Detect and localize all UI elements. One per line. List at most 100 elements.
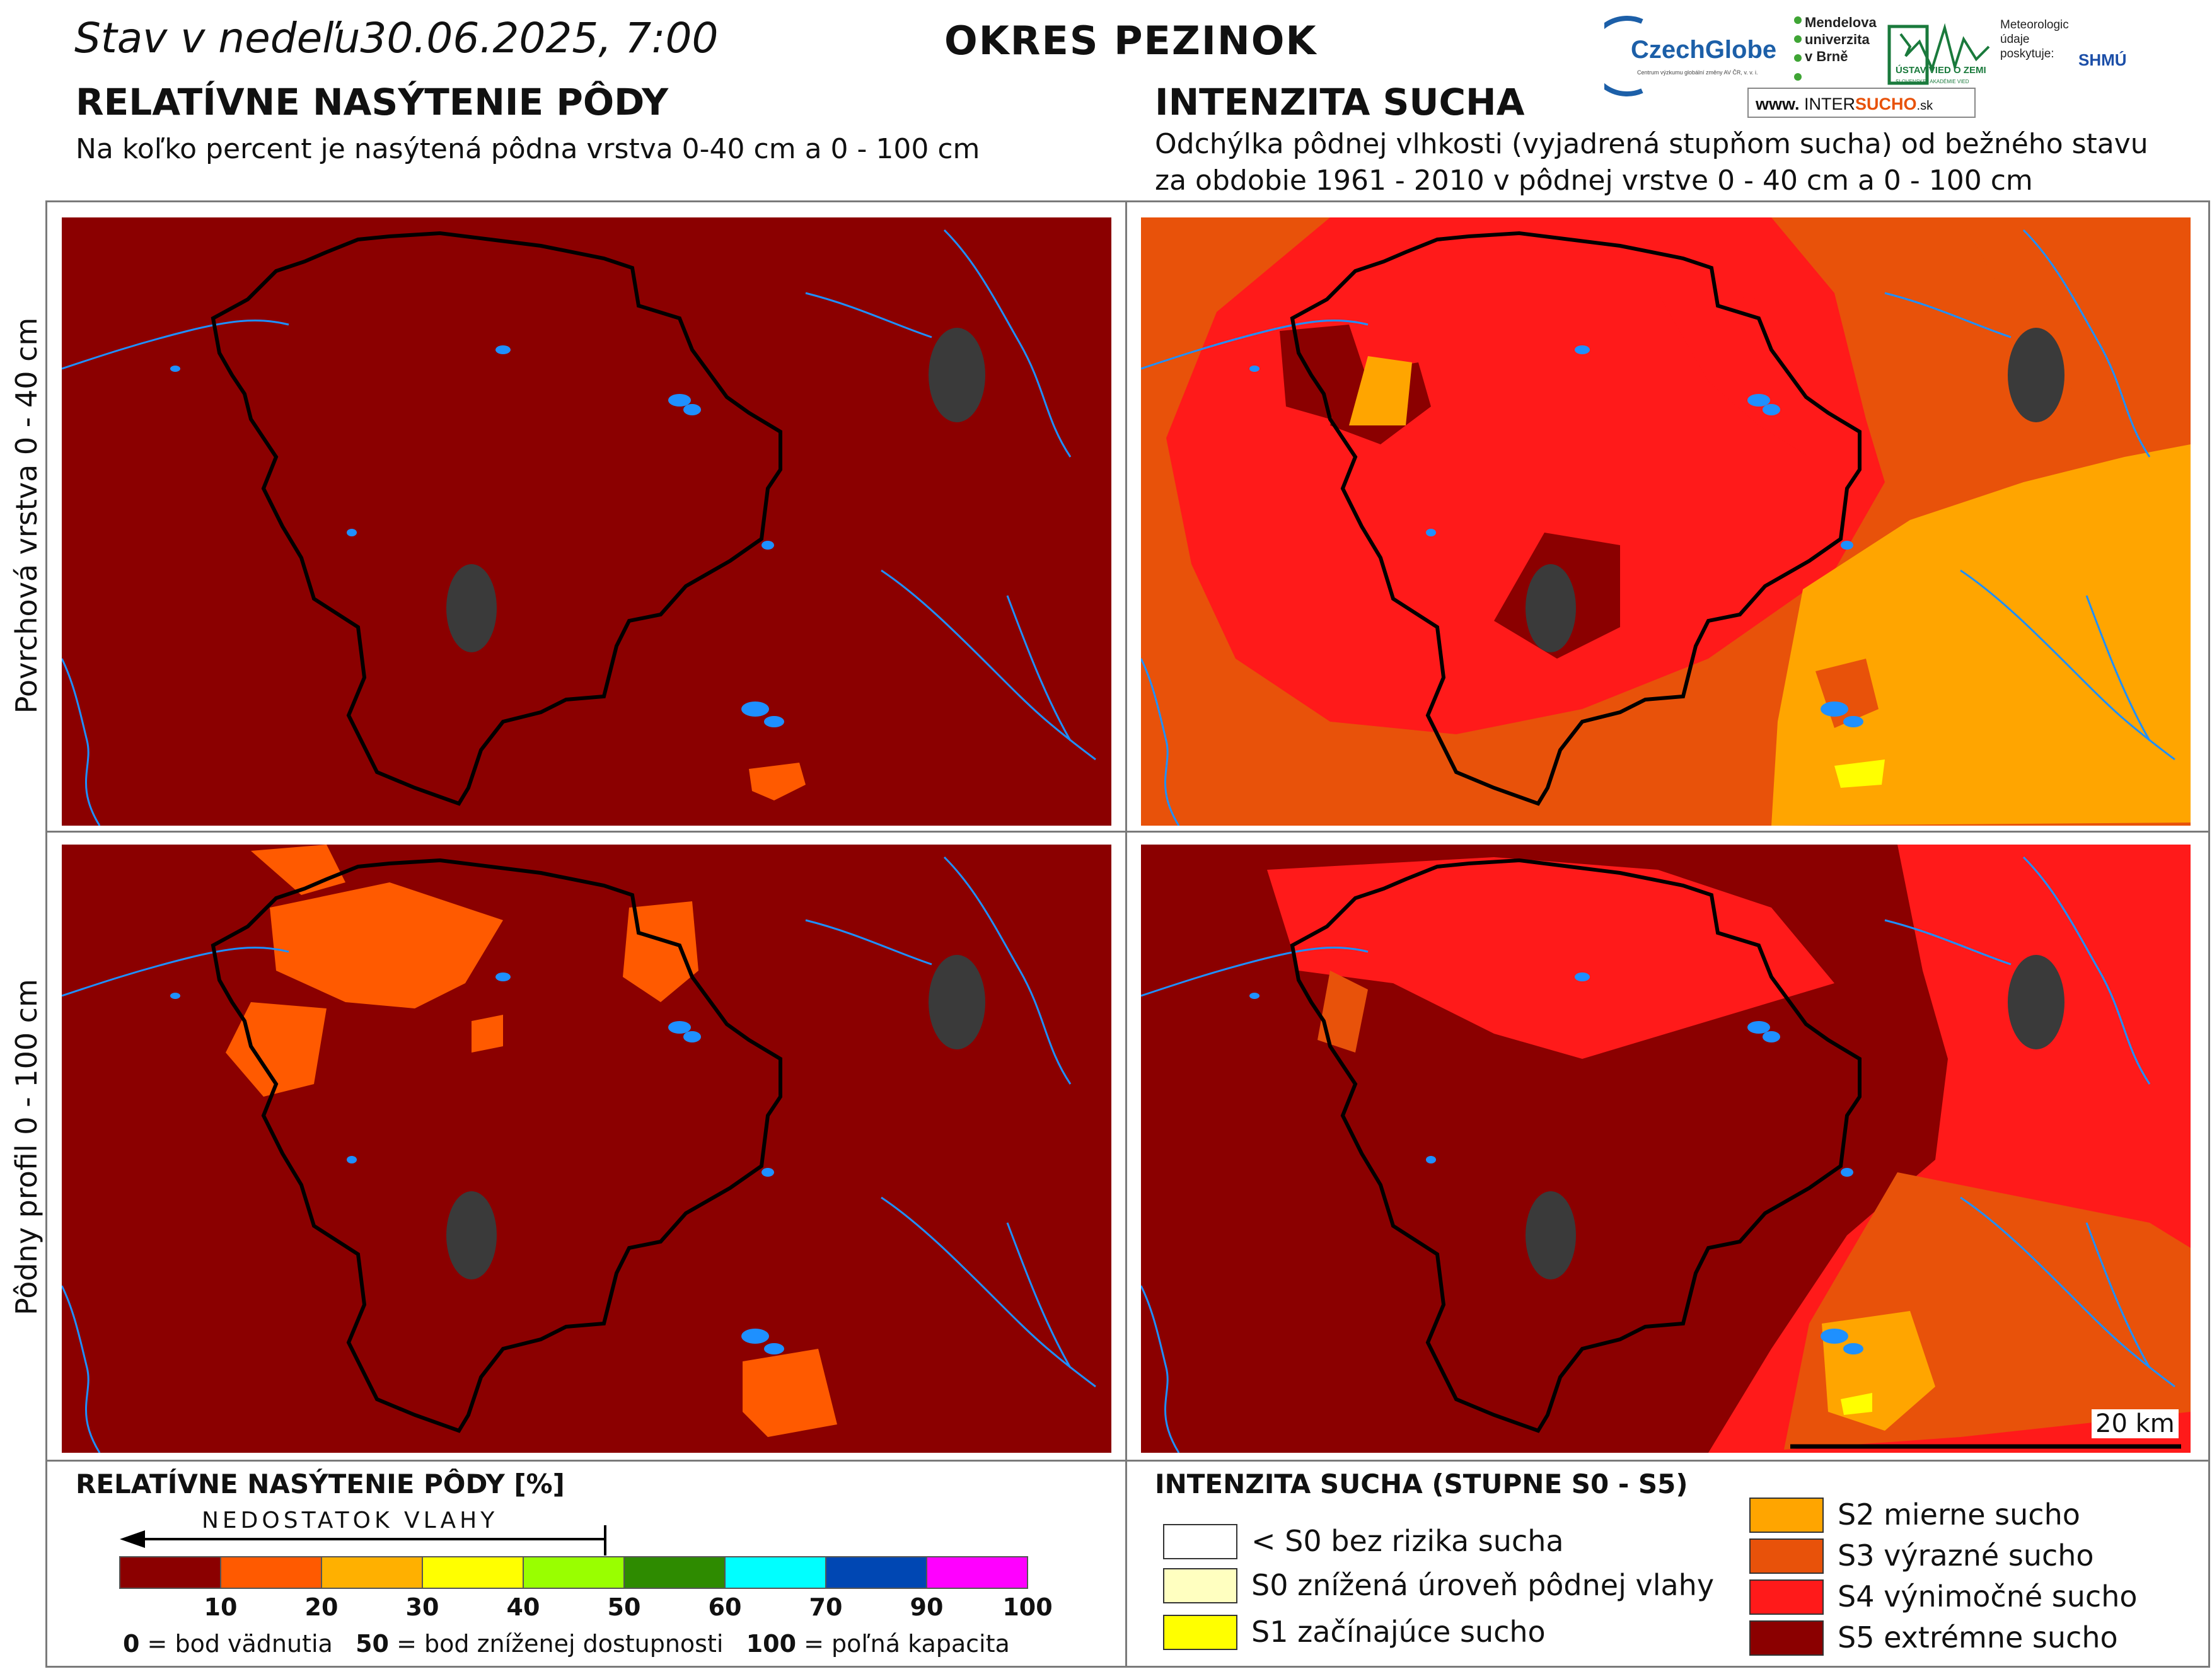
district-title: OKRES PEZINOK (944, 18, 1317, 64)
legend-tick-10: 10 (204, 1593, 238, 1621)
drought-class-area (1280, 325, 1368, 419)
lake (761, 1168, 774, 1177)
czechglobe-logo-sub: Centrum výzkumu globální změny AV ČR, v.… (1637, 69, 1758, 76)
drought-class-area (1771, 444, 2191, 826)
date-prefix: Stav v nedeľu (74, 14, 361, 62)
lake (1843, 716, 1863, 727)
legend-bin-10-20 (220, 1556, 322, 1589)
lake (741, 1329, 769, 1344)
river-line (62, 1285, 101, 1453)
map-drought-topsoil[interactable] (1141, 217, 2191, 826)
lake (668, 394, 691, 407)
note-50-key: 50 (356, 1630, 389, 1658)
lake (1821, 701, 1848, 717)
river-line (1006, 1222, 1072, 1368)
lake (1763, 1031, 1780, 1042)
note-50-text: = bod zníženej dostupnosti (397, 1630, 724, 1658)
legend-label-s2: S2 mierne sucho (1838, 1498, 2080, 1532)
district-boundary (1290, 231, 1862, 806)
district-boundary (211, 231, 782, 806)
river-line (881, 1196, 1096, 1388)
lake (170, 366, 180, 372)
right-section-title: INTENZITA SUCHA (1155, 81, 1525, 124)
legend-tick-40: 40 (506, 1593, 540, 1621)
drought-class-area (1841, 1393, 1872, 1415)
legend-swatch-s0 (1163, 1568, 1237, 1603)
river-line (62, 658, 101, 826)
legend-tick-20: 20 (304, 1593, 339, 1621)
map-saturation-profile[interactable] (62, 845, 1111, 1453)
logos-graphic: CzechGlobe Centrum výzkumu globální změn… (1587, 14, 2127, 118)
scale-bar-label: 20 km (2092, 1409, 2179, 1438)
legend-tick-90: 90 (910, 1593, 944, 1621)
legend-bin-50-60 (623, 1556, 726, 1589)
report-date: Stav v nedeľu30.06.2025, 7:00 (74, 14, 718, 62)
drought-class-area (623, 901, 698, 1002)
drought-class-area (226, 1002, 327, 1097)
drought-class-area (743, 1349, 837, 1437)
lake (495, 345, 511, 354)
lake (1426, 1156, 1436, 1163)
shmu-logo: SHMÚ (2078, 50, 2127, 69)
lake (1249, 993, 1259, 999)
district-boundary (211, 858, 782, 1433)
river-line (2022, 856, 2151, 1085)
legend-bin-70-90 (825, 1556, 927, 1589)
mendel-logo-dots (1794, 16, 1802, 81)
lake (683, 404, 701, 415)
river-line (2085, 595, 2151, 741)
map-background (62, 845, 1111, 1453)
drought-class-area (749, 763, 806, 800)
town-area (1526, 564, 1576, 652)
lake (1843, 1343, 1863, 1354)
lake (764, 1343, 784, 1354)
lake (683, 1031, 701, 1042)
lake (741, 701, 769, 717)
map-drought-profile[interactable] (1141, 845, 2191, 1453)
drought-legend-title: INTENZITA SUCHA (STUPNE S0 - S5) (1155, 1469, 1688, 1499)
river-line (1960, 1196, 2175, 1388)
lake (347, 529, 357, 536)
lake (1747, 1021, 1770, 1034)
legend-tick-50: 50 (607, 1593, 641, 1621)
meteo-text: Meteorologické údaje poskytuje: (2000, 18, 2070, 61)
legend-swatch-no-risk (1163, 1524, 1237, 1559)
row-label-bottom: Pôdny profil 0 - 100 cm (9, 979, 43, 1315)
saturation-legend-bar: NEDOSTATOK VLAHY (119, 1508, 1028, 1589)
legend-bin-60-70 (724, 1556, 826, 1589)
town-area (446, 1191, 497, 1279)
legend-bin-0-10 (119, 1556, 221, 1589)
legend-tick-60: 60 (708, 1593, 742, 1621)
lake (170, 993, 180, 999)
river-line (2022, 229, 2151, 458)
shortage-arrowhead-icon (120, 1530, 145, 1548)
usvz-logo-text: ÚSTAV VIED O ZEMI (1896, 64, 1986, 76)
czechglobe-logo-text: CzechGlobe (1631, 36, 1776, 64)
saturation-legend-note: 0 = bod vädnutia 50 = bod zníženej dostu… (123, 1630, 1010, 1658)
note-0-key: 0 (123, 1630, 140, 1658)
town-area (929, 328, 985, 422)
river-line (943, 856, 1072, 1085)
legend-bin-20-30 (321, 1556, 423, 1589)
river-line (1884, 919, 2012, 966)
legend-label-s1: S1 začínajúce sucho (1251, 1615, 1546, 1649)
drought-class-area (472, 1015, 503, 1053)
map-background (62, 217, 1111, 826)
legend-label-s5: S5 extrémne sucho (1838, 1620, 2118, 1654)
legend-tick-100: 100 (1002, 1593, 1053, 1621)
river-line (805, 292, 932, 338)
map-saturation-topsoil[interactable] (62, 217, 1111, 826)
river-line (1141, 1285, 1180, 1453)
usvz-logo-sub: SLOVENSKEJ AKADÉMIE VIED (1896, 79, 1969, 84)
lake (1747, 394, 1770, 407)
map-grid-frame (45, 200, 2210, 1668)
river-line (943, 229, 1072, 458)
drought-class-area (1658, 293, 1822, 457)
drought-class-area (1267, 857, 1834, 1059)
grid-divider-vertical (1125, 200, 1127, 1668)
intersucho-link[interactable]: www. INTERSUCHO.sk (1755, 95, 1933, 113)
legend-label-no-risk: < S0 bez rizika sucha (1251, 1524, 1564, 1558)
legend-bin-90-100 (926, 1556, 1028, 1589)
mendel-logo-text-box: Mendelova univerzita v Brně (1805, 14, 1877, 64)
lake (1575, 973, 1590, 981)
